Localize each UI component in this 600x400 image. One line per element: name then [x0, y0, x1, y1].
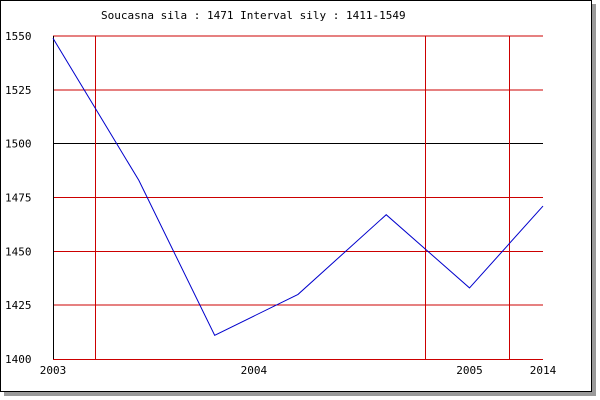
y-tick-label: 1500: [5, 138, 32, 151]
x-tick-label: 2004: [241, 364, 268, 377]
y-tick-label: 1525: [5, 84, 32, 97]
chart-title: Soucasna sila : 1471 Interval sily : 141…: [101, 9, 406, 22]
y-tick-labels: 1400 1425 1450 1475 1500 1525 1550: [5, 30, 32, 366]
y-tick-label: 1400: [5, 353, 32, 366]
chart-frame: Soucasna sila : 1471 Interval sily : 141…: [0, 0, 592, 392]
x-tick-label: 2003: [40, 364, 67, 377]
y-tick-label: 1550: [5, 30, 32, 43]
chart: Soucasna sila : 1471 Interval sily : 141…: [5, 9, 557, 377]
series-line: [52, 37, 544, 336]
x-tick-label: 2014: [530, 364, 557, 377]
axes: [53, 36, 543, 360]
series: [52, 37, 544, 336]
x-tick-labels: 2003 2004 2005 2014: [40, 364, 557, 377]
y-tick-label: 1425: [5, 299, 32, 312]
y-tick-label: 1475: [5, 192, 32, 205]
grid-lines: [53, 35, 543, 359]
x-tick-label: 2005: [456, 364, 483, 377]
y-tick-label: 1450: [5, 245, 32, 258]
